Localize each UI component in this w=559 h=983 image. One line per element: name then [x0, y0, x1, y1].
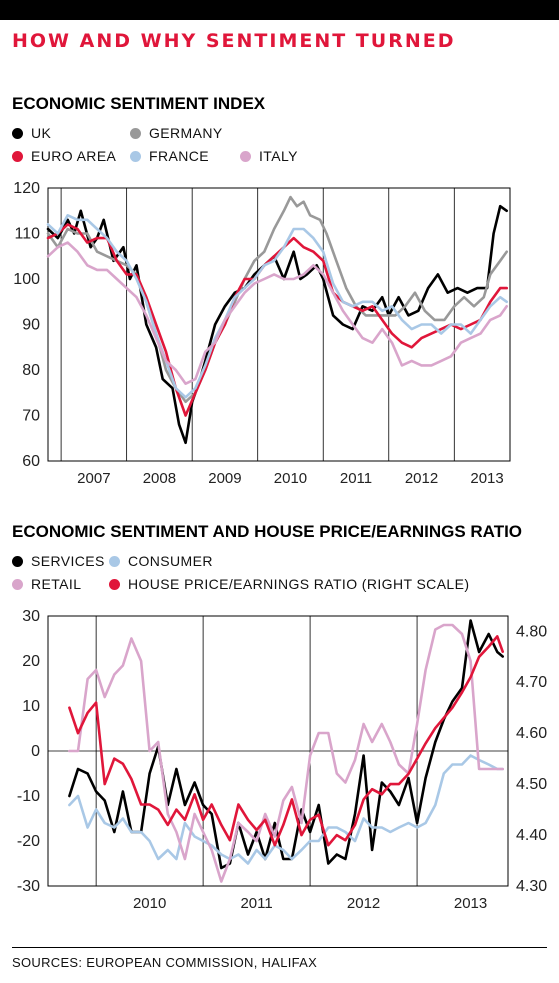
sentiment-index-chart: 2007 2008 2009 2010 2011 2012 2013 60 70 80 90 100 1…: [13, 180, 511, 487]
legend-dot-retail: [12, 578, 23, 590]
y-tick-label: 100: [13, 271, 40, 288]
y-tick-label: 60: [22, 453, 40, 470]
x-tick-label: 2010: [274, 470, 307, 487]
series-line-france: [46, 213, 509, 399]
legend-label-france: FRANCE: [149, 148, 209, 164]
series-line-house-price-earnings-ratio-right-scale: [68, 635, 505, 847]
legend-label-consumer: CONSUMER: [128, 553, 213, 569]
legend-dot-france: [130, 150, 141, 162]
legend-label-germany: GERMANY: [149, 125, 223, 141]
legend-label-euro-area: EURO AREA: [31, 148, 117, 164]
y-tick-label: -20: [17, 833, 40, 850]
series-line-germany: [46, 195, 509, 404]
x-tick-label: 2007: [77, 470, 110, 487]
x-tick-label: 2011: [340, 470, 372, 487]
y-right-tick-label: 4.60: [516, 725, 547, 742]
chart1-legend: UK GERMANY EURO AREA FRANCE ITALY: [12, 125, 452, 169]
y-right-tick-label: 4.50: [516, 776, 547, 793]
y-tick-label: 30: [22, 608, 40, 625]
y-tick-label: 110: [14, 226, 40, 243]
legend-item-consumer: CONSUMER: [109, 553, 213, 569]
legend-dot-house-price-ratio: [109, 578, 120, 590]
y-tick-label: 20: [22, 653, 40, 670]
y-tick-label: 90: [22, 317, 40, 334]
y-tick-label: 0: [31, 743, 40, 760]
legend-dot-consumer: [109, 555, 120, 567]
legend-dot-italy: [240, 150, 251, 162]
legend-item-uk: UK: [12, 125, 51, 141]
top-bar: [0, 0, 559, 20]
x-tick-label: 2013: [454, 895, 487, 912]
chart1-title: ECONOMIC SENTIMENT INDEX: [12, 94, 266, 113]
y-tick-label: 70: [22, 408, 40, 425]
headline: HOW AND WHY SENTIMENT TURNED: [12, 30, 456, 52]
y-right-tick-label: 4.30: [516, 878, 547, 895]
y-tick-label: -30: [17, 878, 40, 895]
series-line-services: [68, 619, 505, 870]
y-tick-label: 120: [13, 180, 40, 197]
chart2-legend: SERVICES CONSUMER RETAIL HOUSE PRICE/EAR…: [12, 553, 532, 597]
x-tick-label: 2013: [470, 470, 503, 487]
y-right-tick-label: 4.80: [516, 623, 547, 640]
legend-dot-services: [12, 555, 23, 567]
legend-item-italy: ITALY: [240, 148, 298, 164]
x-tick-label: 2010: [133, 895, 166, 912]
y-tick-label: -10: [17, 788, 40, 805]
legend-label-uk: UK: [31, 125, 52, 141]
y-right-tick-label: 4.70: [516, 674, 547, 691]
legend-label-services: SERVICES: [31, 553, 105, 569]
legend-item-germany: GERMANY: [130, 125, 223, 141]
legend-label-italy: ITALY: [259, 148, 298, 164]
y-tick-label: 10: [22, 698, 40, 715]
series-line-uk: [46, 204, 509, 445]
sentiment-house-price-chart: 2010 2011 2012 2013 -30 -20 -10 0 10 20 30 4.30 4.40…: [17, 608, 547, 912]
series-line-euro-area: [46, 223, 509, 417]
legend-item-services: SERVICES: [12, 553, 105, 569]
series-line-italy: [46, 241, 509, 385]
x-tick-label: 2009: [208, 470, 241, 487]
x-tick-label: 2012: [405, 470, 438, 487]
legend-item-retail: RETAIL: [12, 576, 81, 592]
x-tick-label: 2012: [347, 895, 380, 912]
legend-item-house-price-ratio: HOUSE PRICE/EARNINGS RATIO (RIGHT SCALE): [109, 576, 469, 592]
series-line-retail: [68, 623, 505, 883]
y-right-tick-label: 4.40: [516, 827, 547, 844]
source-rule: [12, 947, 547, 948]
legend-dot-euro-area: [12, 150, 23, 162]
legend-item-euro-area: EURO AREA: [12, 148, 116, 164]
y-tick-label: 80: [22, 362, 40, 379]
plot-frame: [47, 187, 511, 462]
source-note: SOURCES: EUROPEAN COMMISSION, HALIFAX: [12, 955, 318, 970]
legend-label-house-price-ratio: HOUSE PRICE/EARNINGS RATIO (RIGHT SCALE): [128, 576, 470, 592]
legend-label-retail: RETAIL: [31, 576, 82, 592]
series-line-consumer: [68, 754, 505, 865]
x-tick-label: 2008: [143, 470, 176, 487]
chart2-title: ECONOMIC SENTIMENT AND HOUSE PRICE/EARNI…: [12, 522, 523, 541]
x-tick-label: 2011: [240, 895, 272, 912]
legend-dot-germany: [130, 127, 141, 139]
legend-item-france: FRANCE: [130, 148, 209, 164]
legend-dot-uk: [12, 127, 23, 139]
